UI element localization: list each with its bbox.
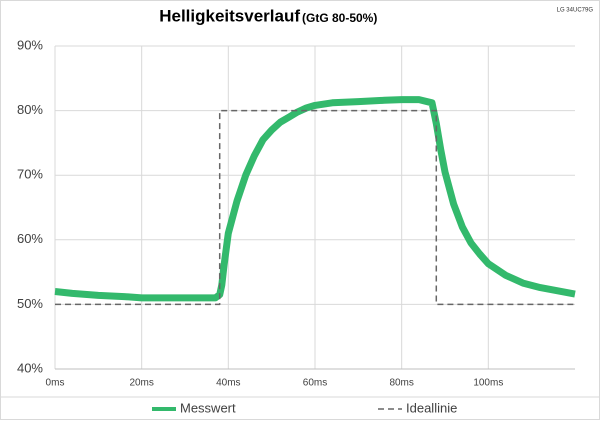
y-tick-label: 90%: [17, 37, 43, 52]
chart-subtitle: (GtG 80-50%): [302, 11, 377, 25]
x-tick-label: 80ms: [389, 378, 413, 389]
y-tick-label: 60%: [17, 231, 43, 246]
series-line: [54, 96, 576, 302]
y-tick-label: 50%: [17, 296, 43, 311]
x-tick-label: 0ms: [46, 378, 65, 389]
x-tick-label: 100ms: [473, 378, 503, 389]
chart-title: Helligkeitsverlauf: [159, 6, 300, 25]
legend-label: Messwert: [180, 400, 236, 415]
x-tick-label: 40ms: [216, 378, 240, 389]
annotation: LG 34UC79G: [557, 8, 594, 14]
series-line: [55, 109, 575, 306]
legend-label: Ideallinie: [406, 400, 457, 415]
x-tick-label: 20ms: [129, 378, 153, 389]
y-tick-label: 40%: [17, 360, 43, 375]
y-tick-label: 70%: [17, 167, 43, 182]
x-tick-label: 60ms: [303, 378, 327, 389]
y-tick-label: 80%: [17, 102, 43, 117]
